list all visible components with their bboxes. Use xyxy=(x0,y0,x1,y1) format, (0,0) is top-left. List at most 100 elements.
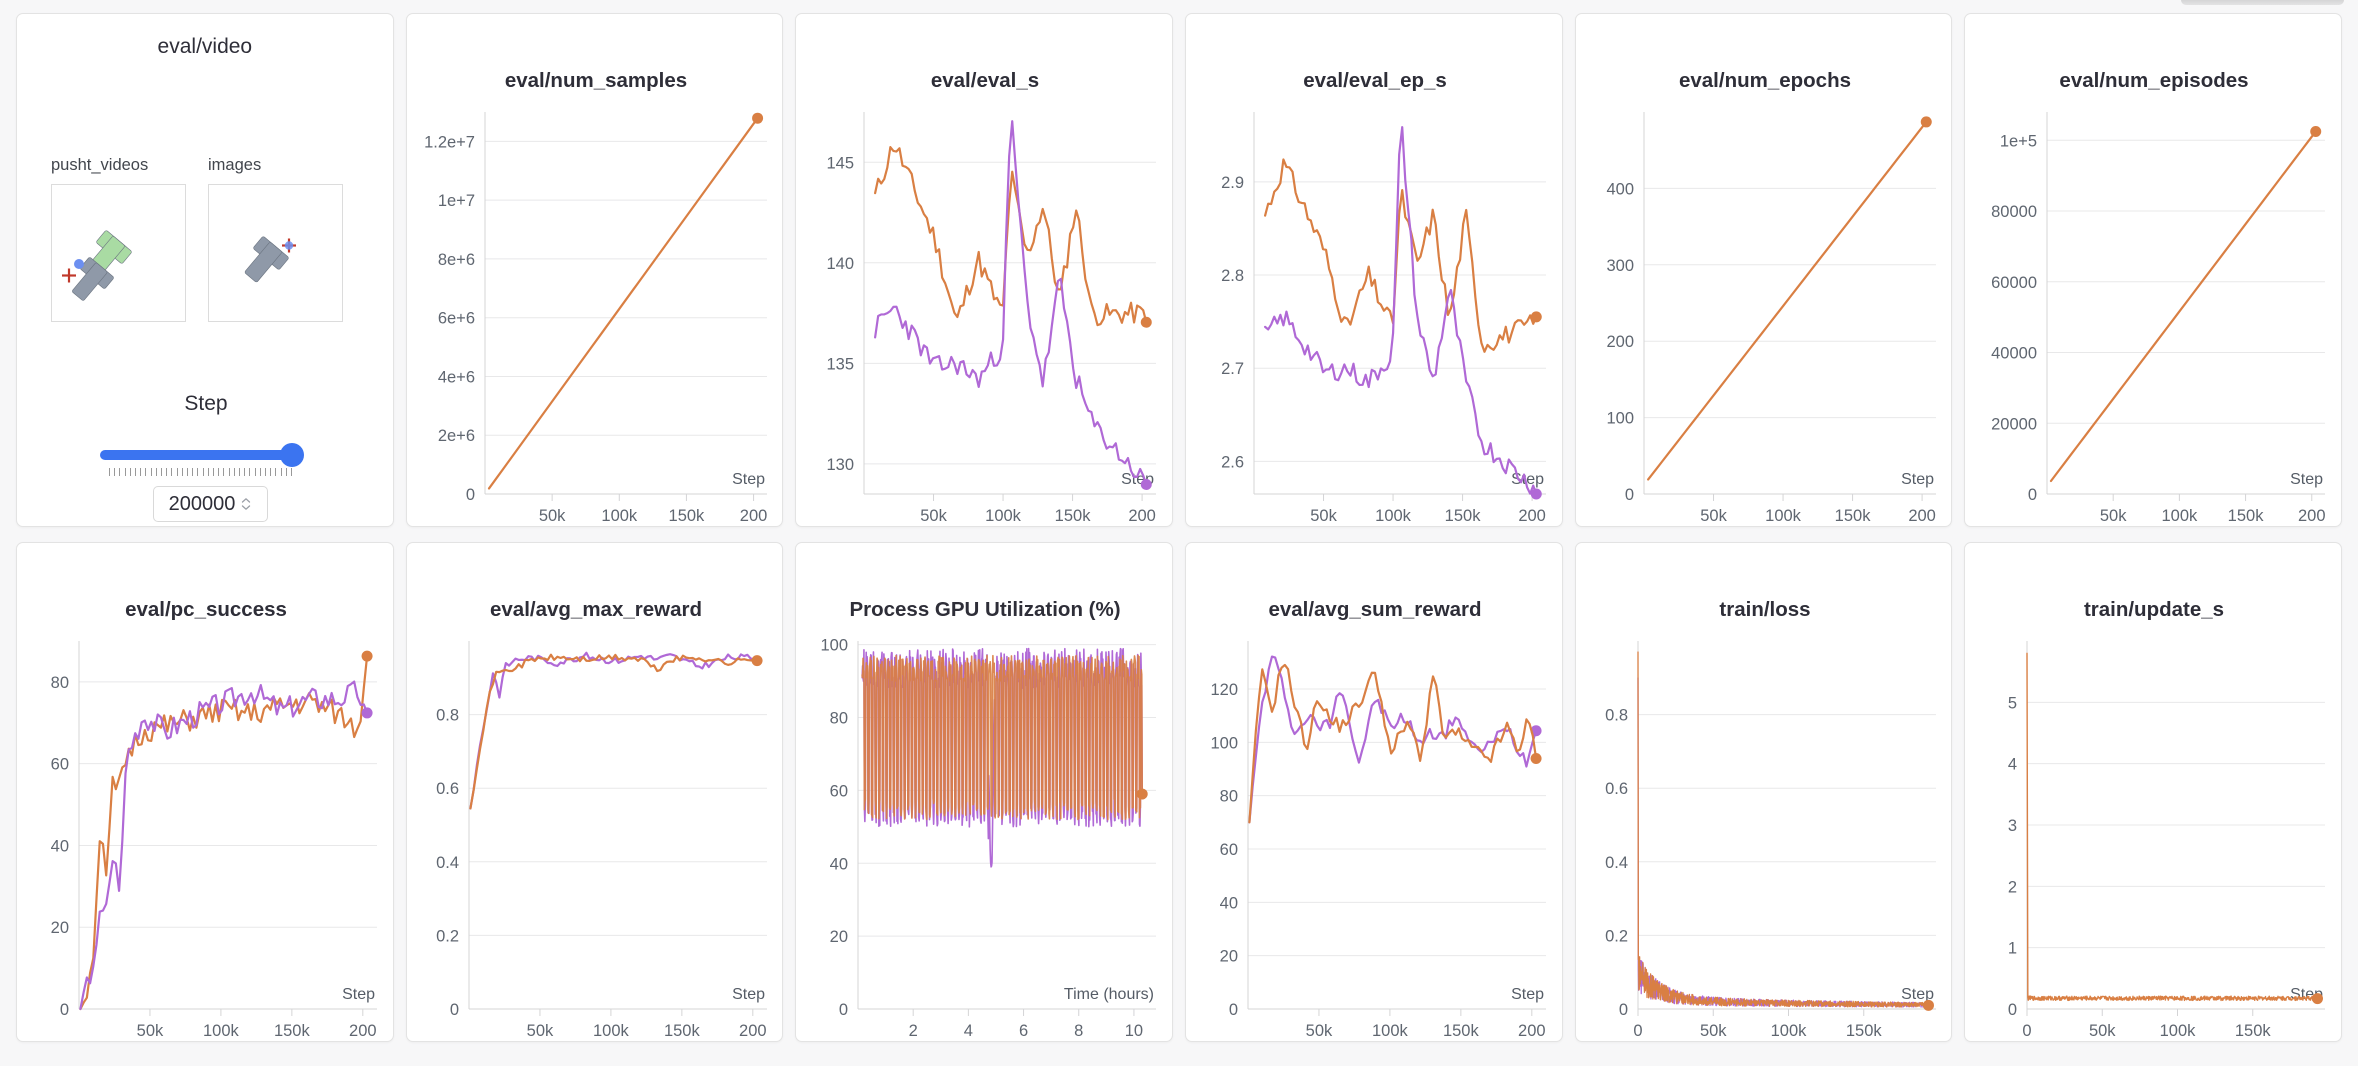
svg-text:eval/eval_ep_s: eval/eval_ep_s xyxy=(1303,69,1447,92)
svg-text:eval/avg_max_reward: eval/avg_max_reward xyxy=(490,598,702,621)
svg-text:100k: 100k xyxy=(1375,507,1412,525)
svg-text:50k: 50k xyxy=(921,507,948,525)
svg-text:eval/pc_success: eval/pc_success xyxy=(125,598,287,621)
svg-text:200: 200 xyxy=(1908,507,1936,525)
svg-text:Time (hours): Time (hours) xyxy=(1064,986,1154,1003)
svg-text:20000: 20000 xyxy=(1991,415,2037,433)
svg-text:0: 0 xyxy=(465,486,474,504)
svg-text:200: 200 xyxy=(1606,333,1634,351)
svg-text:0.8: 0.8 xyxy=(1605,707,1628,725)
svg-text:6: 6 xyxy=(1019,1022,1028,1040)
svg-text:150k: 150k xyxy=(664,1022,701,1040)
svg-text:2.9: 2.9 xyxy=(1221,174,1244,192)
svg-text:eval/num_samples: eval/num_samples xyxy=(504,69,686,92)
svg-text:200: 200 xyxy=(349,1022,377,1040)
svg-text:4e+6: 4e+6 xyxy=(437,368,474,386)
svg-text:Step: Step xyxy=(1901,471,1934,488)
svg-text:0: 0 xyxy=(2023,1022,2032,1040)
svg-text:150k: 150k xyxy=(668,507,705,525)
svg-text:0.4: 0.4 xyxy=(1605,854,1628,872)
svg-text:20: 20 xyxy=(51,919,69,937)
svg-text:train/update_s: train/update_s xyxy=(2084,598,2224,621)
svg-text:150k: 150k xyxy=(1445,507,1482,525)
svg-text:1e+5: 1e+5 xyxy=(2000,132,2037,150)
svg-text:400: 400 xyxy=(1606,180,1634,198)
svg-text:eval/num_episodes: eval/num_episodes xyxy=(2060,69,2249,92)
svg-text:2.8: 2.8 xyxy=(1221,267,1244,285)
svg-text:0.2: 0.2 xyxy=(436,927,459,945)
svg-text:Step: Step xyxy=(2290,471,2323,488)
svg-text:100k: 100k xyxy=(2160,1022,2197,1040)
svg-text:4: 4 xyxy=(964,1022,973,1040)
svg-text:100k: 100k xyxy=(2162,507,2199,525)
svg-text:300: 300 xyxy=(1606,257,1634,275)
svg-text:50k: 50k xyxy=(526,1022,553,1040)
svg-text:8: 8 xyxy=(1074,1022,1083,1040)
svg-text:100k: 100k xyxy=(1372,1022,1409,1040)
svg-text:0: 0 xyxy=(1229,1001,1238,1019)
svg-text:150k: 150k xyxy=(274,1022,311,1040)
svg-text:0: 0 xyxy=(1633,1022,1642,1040)
svg-text:20: 20 xyxy=(1220,948,1238,966)
svg-text:0: 0 xyxy=(839,1001,848,1019)
svg-text:1e+7: 1e+7 xyxy=(437,192,474,210)
svg-text:100k: 100k xyxy=(203,1022,240,1040)
svg-text:eval/avg_sum_reward: eval/avg_sum_reward xyxy=(1268,598,1481,621)
svg-text:0.2: 0.2 xyxy=(1605,927,1628,945)
svg-text:0: 0 xyxy=(1618,1001,1627,1019)
svg-text:200: 200 xyxy=(2298,507,2326,525)
svg-text:3: 3 xyxy=(2008,817,2017,835)
svg-text:0: 0 xyxy=(2008,1001,2017,1019)
svg-text:0: 0 xyxy=(1624,486,1633,504)
svg-text:2.6: 2.6 xyxy=(1221,453,1244,471)
svg-text:Process GPU Utilization (%): Process GPU Utilization (%) xyxy=(850,598,1121,621)
svg-text:80: 80 xyxy=(51,674,69,692)
svg-text:0: 0 xyxy=(449,1001,458,1019)
svg-text:140: 140 xyxy=(827,255,855,273)
svg-text:100: 100 xyxy=(1210,734,1238,752)
svg-text:0: 0 xyxy=(60,1001,69,1019)
svg-text:eval/num_epochs: eval/num_epochs xyxy=(1679,69,1851,92)
svg-text:150k: 150k xyxy=(1846,1022,1883,1040)
svg-text:eval/eval_s: eval/eval_s xyxy=(931,69,1039,92)
svg-text:2: 2 xyxy=(2008,878,2017,896)
svg-text:4: 4 xyxy=(2008,756,2017,774)
svg-text:100k: 100k xyxy=(1770,1022,1807,1040)
svg-text:20: 20 xyxy=(830,928,848,946)
svg-text:5: 5 xyxy=(2008,694,2017,712)
svg-text:200: 200 xyxy=(739,507,767,525)
svg-text:60: 60 xyxy=(830,782,848,800)
svg-text:100k: 100k xyxy=(985,507,1022,525)
svg-text:150k: 150k xyxy=(1055,507,1092,525)
svg-text:2.7: 2.7 xyxy=(1221,360,1244,378)
svg-text:50k: 50k xyxy=(1700,1022,1727,1040)
svg-text:150k: 150k xyxy=(2235,1022,2272,1040)
svg-text:150k: 150k xyxy=(2228,507,2265,525)
svg-text:Step: Step xyxy=(732,986,765,1003)
svg-text:200: 200 xyxy=(1129,507,1157,525)
svg-text:Step: Step xyxy=(342,986,375,1003)
svg-text:80: 80 xyxy=(830,710,848,728)
svg-text:1.2e+7: 1.2e+7 xyxy=(424,133,475,151)
svg-text:135: 135 xyxy=(827,355,855,373)
svg-text:100k: 100k xyxy=(601,507,638,525)
svg-text:Step: Step xyxy=(1511,986,1544,1003)
svg-text:Step: Step xyxy=(732,471,765,488)
svg-text:2: 2 xyxy=(909,1022,918,1040)
svg-text:50k: 50k xyxy=(538,507,565,525)
svg-text:0.6: 0.6 xyxy=(1605,780,1628,798)
svg-text:120: 120 xyxy=(1210,681,1238,699)
svg-text:200: 200 xyxy=(739,1022,767,1040)
svg-text:50k: 50k xyxy=(1306,1022,1333,1040)
svg-text:10: 10 xyxy=(1125,1022,1143,1040)
svg-text:0.4: 0.4 xyxy=(436,854,459,872)
svg-text:1: 1 xyxy=(2008,940,2017,958)
svg-text:50k: 50k xyxy=(2100,507,2127,525)
svg-text:100k: 100k xyxy=(1765,507,1802,525)
svg-text:40: 40 xyxy=(830,855,848,873)
svg-text:0.8: 0.8 xyxy=(436,707,459,725)
svg-text:80000: 80000 xyxy=(1991,203,2037,221)
svg-text:150k: 150k xyxy=(1834,507,1871,525)
svg-text:0: 0 xyxy=(2028,486,2037,504)
svg-text:60000: 60000 xyxy=(1991,274,2037,292)
